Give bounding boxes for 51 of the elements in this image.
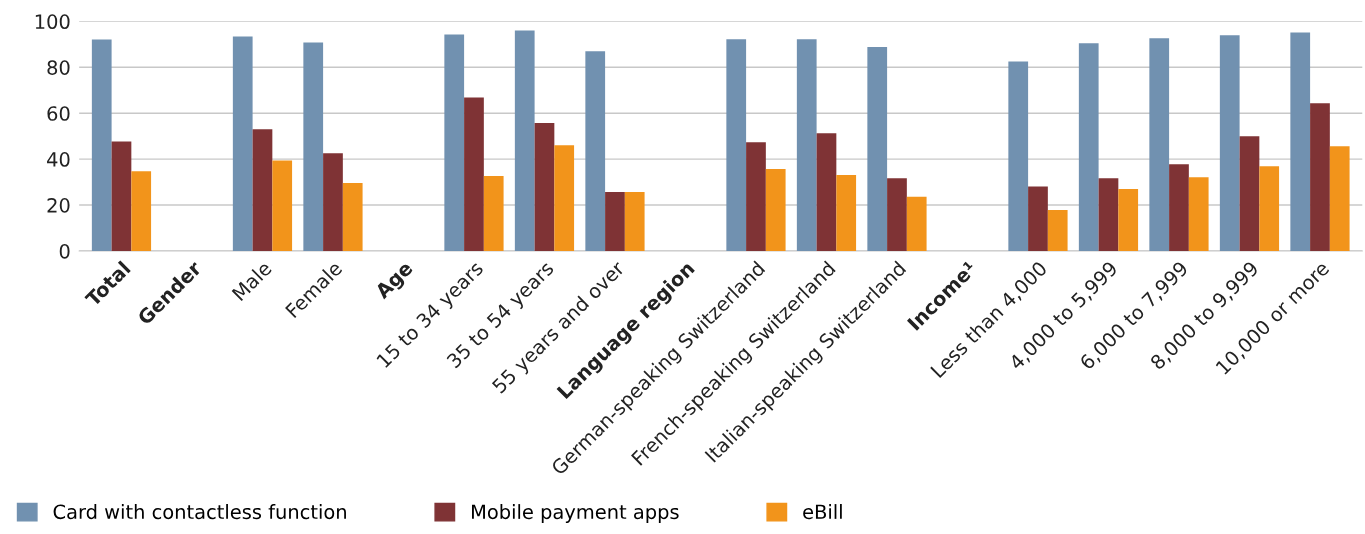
legend-label: Card with contactless function (53, 504, 346, 520)
bar (746, 142, 766, 251)
bar (887, 178, 907, 251)
y-tick-label: 20 (47, 198, 70, 213)
y-tick-label: 80 (47, 60, 70, 75)
bar (1310, 103, 1330, 251)
bar (303, 42, 324, 251)
bar (624, 191, 645, 251)
bar (585, 51, 606, 251)
bar (1078, 43, 1099, 251)
bar (464, 97, 484, 251)
bar (342, 183, 363, 251)
y-tick-label: 100 (35, 14, 70, 30)
bar (796, 39, 817, 251)
bar (1008, 61, 1029, 251)
bar (726, 39, 747, 251)
legend-label: eBill (803, 504, 842, 520)
bar (906, 196, 927, 251)
bar (1098, 178, 1119, 251)
bar (272, 160, 293, 251)
bar (444, 34, 465, 251)
bar (867, 47, 888, 251)
bar (1047, 209, 1068, 251)
y-tick-label: 40 (47, 152, 70, 167)
bar (534, 123, 555, 251)
bar (1188, 177, 1209, 251)
bar (514, 30, 535, 251)
bar (1149, 38, 1170, 251)
bar (1219, 35, 1240, 251)
y-tick-label: 60 (47, 106, 70, 121)
bar (1239, 136, 1260, 251)
bar (91, 39, 112, 251)
bar (1259, 166, 1280, 251)
bar (252, 129, 273, 251)
bar (1118, 188, 1139, 251)
bar (554, 145, 575, 251)
bar (131, 171, 152, 251)
legend-label: Mobile payment apps (472, 504, 679, 523)
y-tick-label: 0 (59, 243, 70, 259)
bar (111, 141, 132, 251)
bar (1329, 146, 1350, 251)
bar (1290, 32, 1311, 251)
bar (836, 174, 857, 251)
bar (765, 169, 786, 251)
bar (816, 133, 837, 251)
bar (232, 36, 253, 251)
bar (1169, 164, 1189, 251)
bar (1028, 186, 1048, 251)
bar (483, 176, 504, 251)
bar (605, 191, 625, 251)
bar (323, 153, 343, 251)
